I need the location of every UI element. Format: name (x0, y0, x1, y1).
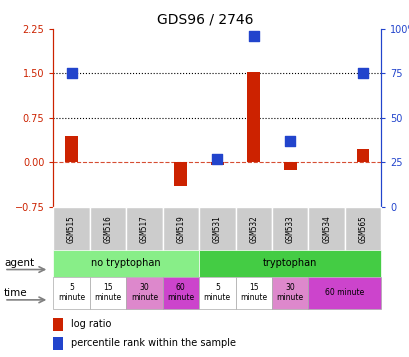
Text: GSM565: GSM565 (358, 216, 367, 243)
Bar (53, 250, 199, 277)
Bar (247, 72, 259, 162)
Text: 5
minute: 5 minute (58, 283, 85, 302)
Bar (199, 277, 235, 309)
Text: GSM516: GSM516 (103, 216, 112, 243)
Text: GSM519: GSM519 (176, 216, 185, 243)
Point (286, 138, 293, 144)
Point (250, 33, 256, 39)
Text: 60
minute: 60 minute (167, 283, 194, 302)
Text: 5
minute: 5 minute (203, 283, 230, 302)
Text: 15
minute: 15 minute (94, 283, 121, 302)
Bar (162, 277, 199, 309)
Bar (162, 207, 199, 252)
Bar (53, 277, 90, 309)
Text: percentile rank within the sample: percentile rank within the sample (71, 338, 236, 348)
Text: 30
minute: 30 minute (276, 283, 303, 302)
Bar (344, 207, 380, 252)
Point (359, 70, 366, 76)
Text: GSM534: GSM534 (321, 216, 330, 243)
Bar (356, 149, 369, 162)
Bar (271, 277, 308, 309)
Text: 30
minute: 30 minute (130, 283, 157, 302)
Bar (271, 207, 308, 252)
Text: tryptophan: tryptophan (262, 258, 317, 268)
Bar (308, 207, 344, 252)
Bar (90, 207, 126, 252)
Bar (235, 277, 271, 309)
Bar (283, 162, 296, 170)
Bar (235, 207, 271, 252)
Text: time: time (4, 288, 28, 298)
Text: no tryptophan: no tryptophan (91, 258, 161, 268)
Bar (308, 277, 380, 309)
Bar (174, 162, 187, 186)
Text: GSM533: GSM533 (285, 216, 294, 243)
Text: log ratio: log ratio (71, 319, 111, 329)
Text: GSM517: GSM517 (139, 216, 148, 243)
Text: GDS96 / 2746: GDS96 / 2746 (156, 12, 253, 26)
Bar (126, 277, 162, 309)
Bar (199, 250, 380, 277)
Bar (210, 162, 223, 165)
Bar (90, 277, 126, 309)
Text: GSM515: GSM515 (67, 216, 76, 243)
Bar (126, 207, 162, 252)
Bar (53, 337, 63, 350)
Text: 60 minute: 60 minute (324, 288, 364, 297)
Text: agent: agent (4, 258, 34, 268)
Bar (53, 207, 90, 252)
Text: GSM531: GSM531 (212, 216, 221, 243)
Point (213, 156, 220, 162)
Bar (199, 207, 235, 252)
Bar (65, 136, 78, 162)
Text: 15
minute: 15 minute (240, 283, 267, 302)
Text: GSM532: GSM532 (249, 216, 258, 243)
Bar (53, 318, 63, 331)
Point (68, 70, 74, 76)
